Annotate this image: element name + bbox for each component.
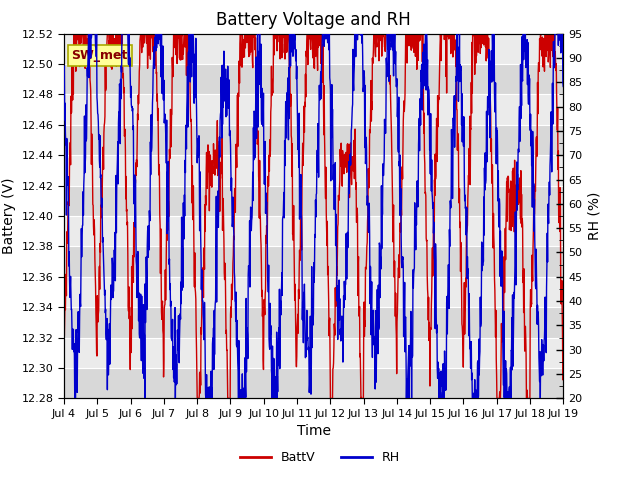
Y-axis label: RH (%): RH (%): [588, 192, 602, 240]
X-axis label: Time: Time: [296, 424, 331, 438]
Bar: [64, 368, 563, 398]
Bar: [64, 64, 563, 95]
Bar: [64, 125, 563, 155]
Bar: [64, 246, 563, 277]
Title: Battery Voltage and RH: Battery Voltage and RH: [216, 11, 411, 29]
Bar: [64, 307, 563, 337]
Text: SW_met: SW_met: [72, 49, 128, 62]
Bar: [64, 186, 563, 216]
Y-axis label: Battery (V): Battery (V): [2, 178, 16, 254]
Legend: BattV, RH: BattV, RH: [235, 446, 405, 469]
